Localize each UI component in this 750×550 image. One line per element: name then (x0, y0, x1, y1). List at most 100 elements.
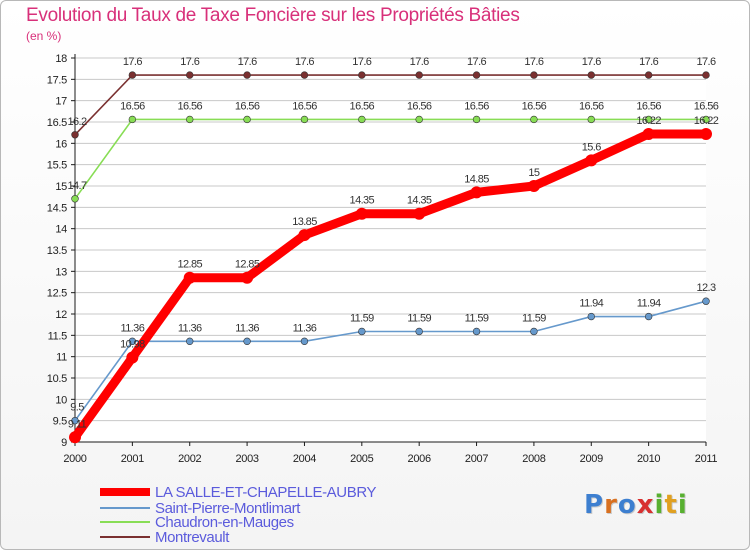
data-label: 17.6 (582, 56, 601, 68)
x-tick-label: 2000 (63, 453, 86, 465)
logo-letter: o (617, 490, 637, 520)
data-label: 12.85 (235, 259, 260, 271)
data-point (241, 271, 254, 284)
data-point (355, 207, 368, 220)
data-label: 16.56 (464, 100, 489, 112)
data-label: 9.5 (70, 402, 84, 414)
x-tick-label: 2008 (522, 453, 545, 465)
legend-item-la-salle[interactable]: LA SALLE-ET-CHAPELLE-AUBRY (100, 483, 377, 501)
logo-letter: r (604, 490, 618, 520)
legend-swatch-chaudron (100, 521, 150, 523)
series-0 (69, 127, 712, 444)
legend-item-chaudron[interactable]: Chaudron-en-Mauges (100, 514, 294, 531)
y-tick-label: 18 (55, 53, 67, 65)
data-label: 17.6 (696, 56, 715, 68)
series-line (74, 118, 707, 200)
data-label: 9.11 (68, 418, 87, 430)
data-point (587, 71, 595, 79)
data-label: 15 (528, 167, 540, 179)
data-point (243, 115, 251, 124)
y-tick-label: 12.5 (47, 288, 67, 300)
data-point (472, 71, 481, 79)
logo-letter: i (654, 490, 665, 520)
data-label: 16.22 (694, 115, 719, 127)
data-label: 16.56 (177, 100, 202, 112)
x-tick-label: 2002 (178, 453, 201, 465)
y-tick-label: 11 (56, 352, 67, 364)
data-label: 16.56 (235, 100, 260, 112)
data-label: 16.56 (292, 100, 317, 112)
data-label: 17.6 (238, 56, 257, 68)
data-label: 11.94 (579, 298, 603, 310)
data-point (186, 337, 194, 346)
data-point (527, 180, 540, 192)
series-line (74, 300, 707, 422)
data-point (69, 431, 81, 444)
x-tick-label: 2009 (580, 453, 603, 465)
data-label: 17.6 (123, 56, 142, 68)
data-point (700, 127, 712, 140)
x-tick-label: 2003 (235, 453, 258, 465)
data-point (300, 71, 309, 79)
data-label: 17.6 (352, 56, 371, 68)
data-label: 17.6 (639, 56, 658, 68)
data-point (243, 337, 251, 346)
data-label: 16.56 (120, 100, 145, 112)
data-label: 17.6 (467, 56, 486, 68)
data-label: 12.3 (696, 282, 715, 294)
data-point (702, 115, 710, 124)
data-point (415, 327, 423, 336)
data-point (183, 271, 196, 284)
legend-label-la-salle: LA SALLE-ET-CHAPELLE-AUBRY (155, 483, 377, 501)
data-point (71, 131, 79, 139)
data-label: 16.56 (522, 100, 547, 112)
data-label: 11.59 (350, 312, 374, 324)
series-1 (71, 297, 710, 425)
data-label: 11.36 (293, 322, 317, 334)
legend-swatch-la-salle (100, 488, 150, 496)
x-tick-label: 2005 (350, 453, 373, 465)
y-tick-label: 17 (55, 96, 67, 108)
data-point (300, 337, 309, 346)
y-tick-label: 11.5 (48, 330, 68, 342)
legend-item-montrevault[interactable]: Montrevault (100, 529, 229, 546)
data-label: 10.98 (120, 339, 145, 351)
x-tick-label: 2006 (408, 453, 431, 465)
data-point (128, 337, 137, 346)
x-tick-label: 2007 (465, 453, 488, 465)
y-tick-label: 14.5 (47, 202, 67, 214)
series-line (74, 74, 707, 136)
y-axis-unit: (en %) (26, 29, 62, 43)
data-point (186, 71, 194, 79)
data-label: 17.6 (295, 56, 314, 68)
data-point (413, 207, 426, 220)
series-3 (71, 71, 710, 139)
x-tick-label: 2011 (695, 453, 718, 465)
series-2 (71, 115, 710, 203)
data-point (415, 115, 423, 124)
data-point (128, 71, 137, 79)
data-label: 14.35 (350, 195, 375, 207)
y-tick-label: 12 (55, 309, 67, 321)
data-label: 11.36 (178, 322, 202, 334)
data-label: 16.56 (694, 100, 719, 112)
data-label: 11.36 (235, 322, 259, 334)
data-point (587, 312, 595, 321)
data-label: 11.36 (121, 322, 145, 334)
data-label: 16.22 (636, 115, 661, 127)
data-point (530, 71, 538, 79)
legend-item-saint-pierre[interactable]: Saint-Pierre-Montlimart (100, 500, 300, 517)
data-label: 13.85 (292, 216, 317, 228)
data-point (585, 154, 598, 167)
y-tick-label: 13 (55, 266, 67, 278)
data-point (644, 71, 653, 79)
data-label: 17.6 (524, 56, 543, 68)
data-point (358, 115, 366, 124)
data-label: 11.59 (407, 312, 431, 324)
y-tick-label: 15 (55, 181, 67, 193)
data-label: 11.94 (637, 298, 661, 310)
data-point (642, 127, 655, 140)
y-tick-label: 10 (55, 394, 67, 406)
data-label: 17.6 (180, 56, 199, 68)
data-point (358, 327, 366, 336)
